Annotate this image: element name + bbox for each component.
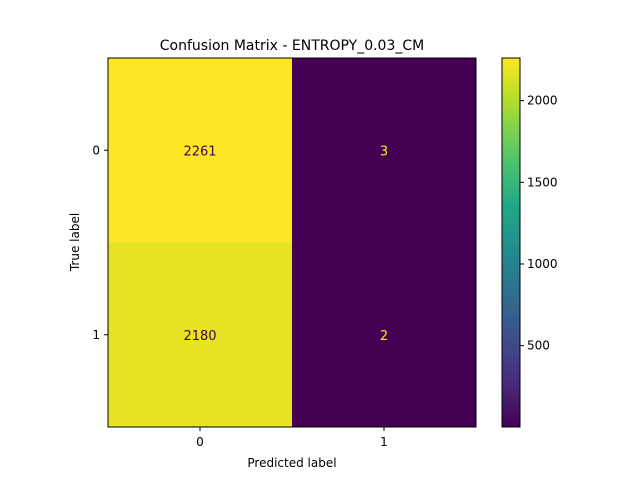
x-tick-label: 1: [380, 435, 388, 449]
colorbar-tick-label: 1000: [527, 257, 558, 271]
heatmap-cell-labels: 2261 3 2180 2: [183, 144, 388, 344]
x-tick-label: 0: [196, 435, 204, 449]
cell-value-label: 2261: [183, 144, 216, 159]
heatmap-cell-1-0: [108, 242, 293, 428]
heatmap-cell-0-1: [292, 58, 477, 243]
y-tick-label: 0: [92, 143, 100, 157]
heatmap-cell-1-1: [292, 242, 477, 428]
y-axis-ticks: 01: [92, 143, 108, 342]
y-axis-label: True label: [68, 213, 82, 272]
cell-value-label: 2180: [183, 329, 216, 344]
chart-title: Confusion Matrix - ENTROPY_0.03_CM: [160, 38, 424, 54]
cell-value-label: 3: [380, 144, 388, 159]
axes-frame: [107, 57, 477, 428]
colorbar-ticks: 500 1000 1500 2000: [520, 94, 558, 353]
colorbar: [501, 57, 521, 428]
colorbar-tick-label: 2000: [527, 94, 558, 108]
cell-value-label: 2: [380, 329, 388, 344]
colorbar-tick-label: 1500: [527, 175, 558, 189]
heatmap-cell-0-0: [108, 58, 293, 243]
y-tick-label: 1: [92, 328, 100, 342]
x-axis-label: Predicted label: [247, 456, 336, 470]
heatmap-cells: [108, 58, 477, 428]
colorbar-tick-label: 500: [527, 339, 550, 353]
